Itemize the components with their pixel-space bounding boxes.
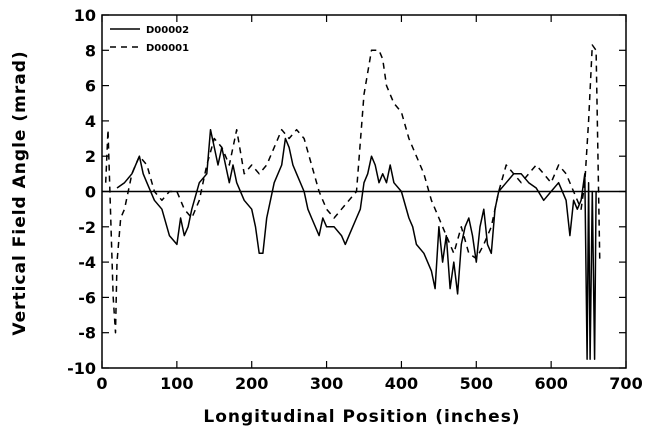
x-axis-title: Longitudinal Position (inches) bbox=[203, 407, 520, 427]
axes: 0 100 200 300 400 500 600 700 -10 -8 -6 -4 -2 0 2 4 6 8 10 bbox=[67, 6, 643, 393]
x-tick-label: 100 bbox=[160, 374, 193, 393]
x-tick-label: 600 bbox=[534, 374, 567, 393]
y-tick-label: 6 bbox=[85, 77, 96, 96]
series-line-d00001 bbox=[104, 44, 601, 334]
y-tick-label: 8 bbox=[85, 41, 96, 60]
y-tick-label: 0 bbox=[85, 183, 96, 202]
legend-label-d00002: D00002 bbox=[146, 25, 189, 36]
y-tick-label: -2 bbox=[78, 218, 96, 237]
y-tick-label: -6 bbox=[78, 288, 96, 307]
x-tick-label: 200 bbox=[235, 374, 268, 393]
y-tick-label: -4 bbox=[78, 253, 96, 272]
plot-area bbox=[104, 44, 601, 360]
x-tick-label: 0 bbox=[96, 374, 107, 393]
y-tick-label: 4 bbox=[85, 112, 96, 131]
y-axis-title: Vertical Field Angle (mrad) bbox=[10, 50, 30, 335]
x-tick-label: 300 bbox=[310, 374, 343, 393]
legend-label-d00001: D00001 bbox=[146, 43, 189, 54]
y-tick-label: -8 bbox=[78, 324, 96, 343]
y-tick-label: 10 bbox=[74, 6, 96, 25]
x-tick-label: 700 bbox=[609, 374, 642, 393]
series-line-d00002 bbox=[116, 128, 597, 360]
x-tick-label: 500 bbox=[460, 374, 493, 393]
y-tick-label: 2 bbox=[85, 147, 96, 166]
x-tick-label: 400 bbox=[385, 374, 418, 393]
y-tick-label: -10 bbox=[67, 359, 96, 378]
legend: D00002 D00001 bbox=[110, 25, 189, 54]
